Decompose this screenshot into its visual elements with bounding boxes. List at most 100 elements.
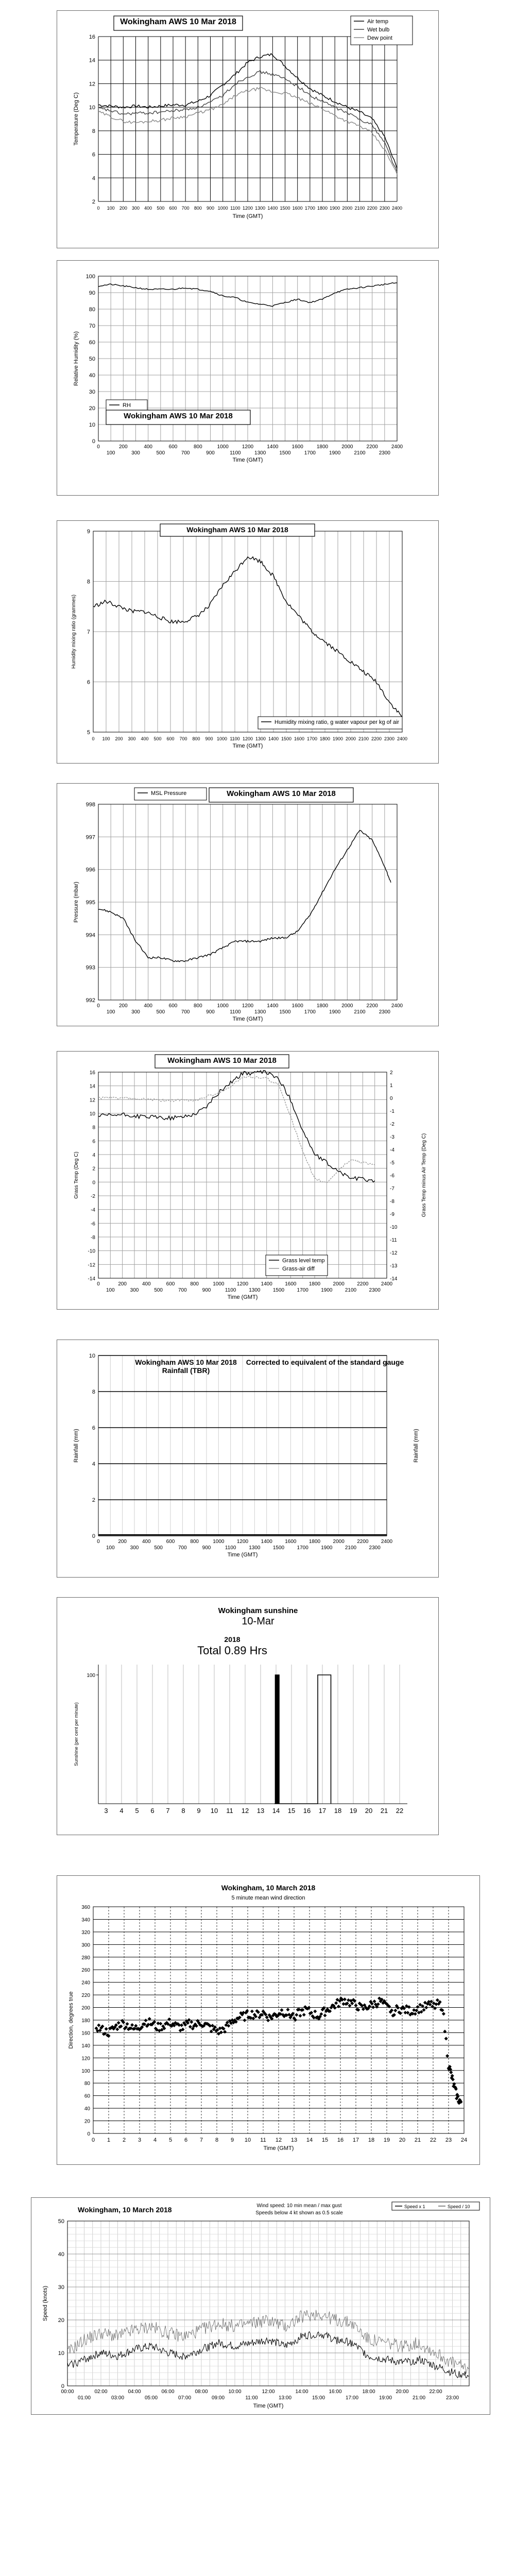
direction-point bbox=[221, 2027, 226, 2031]
direction-point bbox=[254, 2014, 258, 2019]
direction-point bbox=[249, 2016, 253, 2020]
y2-tick-label: -9 bbox=[390, 1212, 394, 1217]
y-tick-label: 10 bbox=[90, 1111, 96, 1117]
x-tick-label-major: 14:00 bbox=[295, 2389, 308, 2395]
x-tick-label-minor: 1700 bbox=[304, 450, 316, 456]
x-tick-label: 12 bbox=[242, 1807, 249, 1815]
direction-point bbox=[97, 2023, 101, 2027]
x-tick-label: 2 bbox=[123, 2137, 126, 2143]
direction-point bbox=[104, 2027, 108, 2031]
y-tick-label: 995 bbox=[86, 900, 95, 906]
x-tick-label-major: 200 bbox=[118, 1281, 127, 1287]
x-tick-label: 1300 bbox=[255, 206, 265, 211]
chart-title: Wokingham AWS 10 Mar 2018 bbox=[124, 412, 233, 420]
y-tick-label: 2 bbox=[92, 199, 95, 205]
y2-tick-label: -11 bbox=[390, 1238, 397, 1243]
series-line-rh bbox=[98, 282, 398, 307]
x-tick-label-major: 2400 bbox=[381, 1281, 393, 1287]
series-line-air-temp bbox=[98, 53, 398, 169]
x-tick-label-minor: 01:00 bbox=[78, 2395, 91, 2401]
x-tick-label-major: 1800 bbox=[317, 444, 329, 450]
plot-frame bbox=[93, 1906, 465, 2134]
x-tick-label: 1200 bbox=[243, 736, 253, 741]
chart-subtitle: Rainfall (TBR) bbox=[162, 1366, 210, 1375]
x-tick-label-major: 16:00 bbox=[329, 2389, 341, 2395]
chart-date: 10-Mar bbox=[242, 1616, 274, 1627]
x-tick-label: 300 bbox=[128, 736, 135, 741]
x-tick-label: 1800 bbox=[320, 736, 330, 741]
y-tick-label: 300 bbox=[81, 1942, 90, 1948]
direction-point bbox=[413, 2012, 417, 2016]
chart-title-box bbox=[113, 15, 243, 31]
y-tick-label: 8 bbox=[92, 128, 95, 134]
chart-subtitle: 5 minute mean wind direction bbox=[231, 1895, 305, 1901]
series-line-gust bbox=[67, 2310, 470, 2374]
pressure-chart-panel: 992 993 994 995 996 997 998 0 200 400 600 800 1000 12… bbox=[57, 783, 439, 1026]
x-tick-label-minor: 2100 bbox=[345, 1545, 357, 1551]
direction-point bbox=[188, 2025, 192, 2029]
x-tick-label: 2200 bbox=[371, 736, 382, 741]
direction-point bbox=[115, 2027, 119, 2031]
x-tick-label-minor: 1700 bbox=[297, 1545, 309, 1551]
x-tick-label: 22 bbox=[430, 2137, 436, 2143]
x-tick-label: 13 bbox=[291, 2137, 297, 2143]
y2-tick-label: -2 bbox=[390, 1122, 394, 1127]
y-axis-label: Temperature (Deg C) bbox=[73, 92, 79, 145]
y-tick-label: 40 bbox=[89, 372, 95, 379]
x-tick-label-major: 1600 bbox=[285, 1281, 297, 1287]
x-tick-label-major: 22:00 bbox=[429, 2389, 442, 2395]
x-tick-label: 22 bbox=[396, 1807, 403, 1815]
x-tick-label: 21 bbox=[381, 1807, 388, 1815]
plot-frame bbox=[67, 2221, 470, 2386]
x-tick-label-major: 08:00 bbox=[195, 2389, 208, 2395]
x-tick-label-major: 1800 bbox=[309, 1539, 321, 1545]
y-tick-label: 30 bbox=[89, 389, 95, 395]
y2-tick-label: -8 bbox=[390, 1199, 394, 1205]
x-tick-label-minor: 1100 bbox=[225, 1287, 236, 1293]
x-tick-label-major: 1000 bbox=[217, 444, 229, 450]
x-tick-label-minor: 07:00 bbox=[178, 2395, 191, 2401]
sunshine-chart-panel: 3 4 5 6 7 8 9 10 11 12 13 14 15 16 17 18 19 20 21 22 100 Suns… bbox=[57, 1597, 439, 1835]
y-tick-label: 6 bbox=[92, 152, 95, 158]
y-tick-label: 5 bbox=[87, 730, 90, 736]
x-tick-label: 18 bbox=[368, 2137, 374, 2143]
x-tick-label-major: 1600 bbox=[292, 1003, 304, 1009]
x-tick-label-minor: 2300 bbox=[379, 1009, 391, 1015]
x-tick-label-major: 800 bbox=[194, 444, 202, 450]
x-tick-label-major: 1600 bbox=[292, 444, 304, 450]
direction-point bbox=[260, 2013, 264, 2017]
y-axis-label: Relative Humidity (%) bbox=[73, 331, 79, 386]
legend-entry: MSL Pressure bbox=[151, 790, 186, 796]
x-tick-label: 100 bbox=[102, 736, 110, 741]
x-tick-label-major: 200 bbox=[118, 1539, 127, 1545]
direction-point bbox=[375, 2005, 379, 2009]
x-tick-label: 6 bbox=[184, 2137, 187, 2143]
x-tick-label: 1300 bbox=[255, 736, 266, 741]
direction-point bbox=[132, 2027, 136, 2031]
x-tick-label: 17 bbox=[319, 1807, 326, 1815]
direction-point bbox=[334, 2001, 338, 2005]
y-tick-label: 30 bbox=[58, 2284, 64, 2291]
y-tick-label: -6 bbox=[91, 1221, 95, 1227]
x-tick-label-minor: 05:00 bbox=[145, 2395, 158, 2401]
y-tick-label: 12 bbox=[90, 1097, 96, 1103]
x-tick-label: 2000 bbox=[342, 206, 352, 211]
x-tick-label: 1700 bbox=[307, 736, 317, 741]
direction-point bbox=[295, 2013, 299, 2017]
y-tick-label: 9 bbox=[87, 529, 90, 535]
x-tick-label-major: 2200 bbox=[367, 1003, 379, 1009]
grass-temp-chart-panel: -14 -12 -10 -8 -6 -4 -2 0 2 4 6 8 10 12 14 16 -14 -13 -12-… bbox=[57, 1051, 439, 1310]
x-tick-label: 1700 bbox=[305, 206, 315, 211]
x-tick-label: 200 bbox=[119, 206, 127, 211]
x-tick-label: 14 bbox=[306, 2137, 313, 2143]
x-tick-label-major: 1200 bbox=[237, 1281, 249, 1287]
direction-point bbox=[313, 2009, 317, 2013]
y-axis-label: Rainfall (mm) bbox=[73, 1429, 79, 1462]
direction-point bbox=[159, 2022, 163, 2026]
x-tick-label-major: 2000 bbox=[333, 1539, 345, 1545]
x-tick-label-major: 800 bbox=[190, 1281, 199, 1287]
y-tick-label: 20 bbox=[84, 2119, 91, 2125]
y-tick-label: 2 bbox=[92, 1497, 95, 1503]
y-tick-label: 10 bbox=[89, 105, 95, 111]
